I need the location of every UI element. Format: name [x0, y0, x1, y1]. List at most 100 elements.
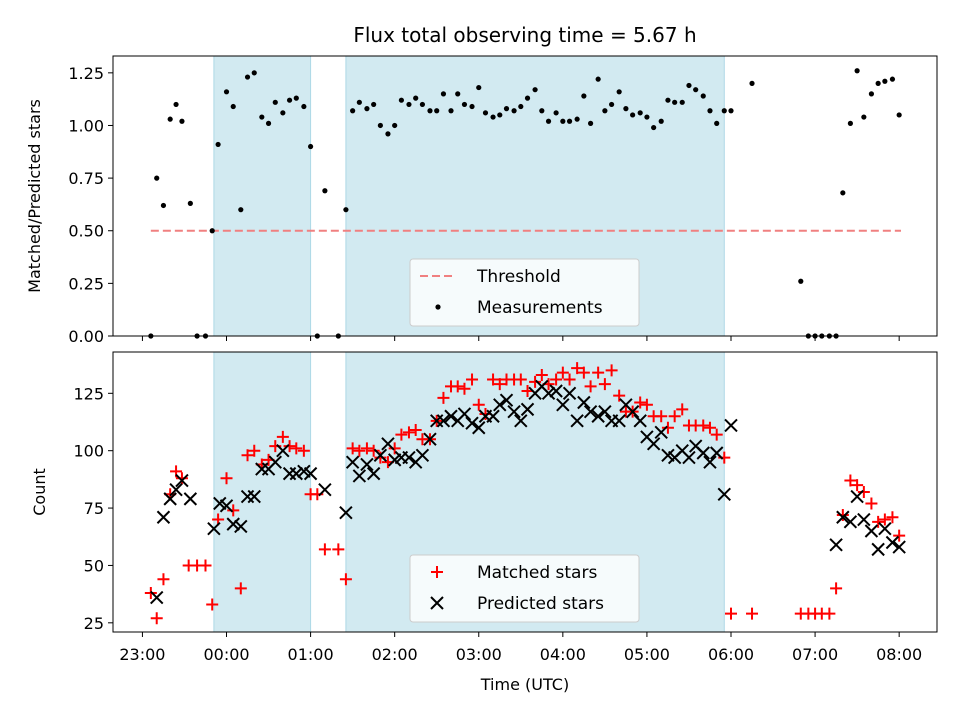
predicted-star-point	[360, 457, 374, 472]
measurement-point	[154, 175, 160, 181]
measurement-point	[616, 89, 622, 95]
predicted-star-point	[345, 455, 360, 469]
matched-star-point	[584, 380, 597, 393]
predicted-star-point	[444, 409, 458, 423]
predicted-star-point	[457, 407, 472, 421]
predicted-star-point	[646, 437, 661, 451]
measurement-point	[179, 118, 185, 124]
predicted-star-point	[878, 522, 892, 536]
matched-star-point	[388, 442, 401, 455]
predicted-star-point	[633, 414, 647, 428]
matched-star-point	[668, 410, 681, 423]
bottom-y-tick-label: 75	[84, 499, 104, 518]
matched-star-point	[175, 472, 188, 485]
predicted-star-point	[247, 489, 261, 504]
predicted-star-point	[682, 450, 696, 465]
predicted-star-point	[612, 414, 626, 428]
matched-star-point	[276, 430, 289, 443]
predicted-star-point	[226, 517, 240, 531]
matched-star-point	[535, 368, 548, 381]
measurement-point	[160, 202, 167, 209]
predicted-star-point	[541, 386, 556, 401]
x-tick-label: 05:00	[624, 645, 670, 664]
top-x-ticks	[141, 336, 900, 341]
measurement-point	[286, 97, 293, 103]
measurement-point	[700, 93, 706, 99]
matched-star-point	[487, 373, 500, 386]
x-tick-label: 23:00	[119, 645, 165, 664]
measurement-point	[398, 97, 404, 103]
bottom-y-tick-label: 50	[84, 556, 104, 575]
top-axes-frame	[112, 55, 938, 337]
predicted-star-point	[339, 505, 353, 520]
predicted-star-point	[507, 404, 521, 419]
predicted-star-point	[562, 386, 577, 401]
measurement-point	[595, 76, 601, 82]
measurement-point	[251, 70, 257, 76]
measurement-point	[524, 95, 531, 101]
predicted-legend-label: Predicted stars	[477, 594, 604, 614]
measurement-point	[497, 112, 503, 118]
bottom-y-axis-label: Count	[30, 468, 49, 516]
predicted-star-point	[234, 519, 248, 534]
measurement-point	[896, 112, 902, 118]
measurement-point	[882, 78, 888, 84]
measurement-point	[503, 106, 510, 112]
predicted-star-point	[486, 409, 500, 423]
matched-star-point	[613, 389, 626, 402]
matched-star-point	[836, 508, 849, 521]
predicted-star-point	[549, 384, 563, 398]
predicted-star-point	[871, 542, 885, 557]
predicted-star-point	[493, 398, 507, 412]
measurements-legend-swatch	[435, 304, 441, 310]
measurement-point	[868, 91, 875, 97]
measurement-point	[539, 108, 545, 114]
matched-stars-series	[144, 362, 906, 625]
measurement-point	[434, 108, 440, 114]
measurement-point	[419, 101, 426, 108]
predicted-star-point	[583, 404, 598, 419]
predicted-star-point	[885, 535, 900, 550]
matched-star-point	[283, 440, 296, 453]
predicted-star-point	[436, 414, 451, 428]
bottom-x-axis: 23:00 00:00 01:00 02:00 03:00 04:00 05:00 06:00…	[119, 632, 922, 664]
x-tick-label: 04:00	[540, 645, 586, 664]
matched-star-point	[493, 378, 506, 391]
bottom-panel: 25 50 75 100 125 23:00 00:00 01:00 02:00 03:00 04…	[30, 351, 938, 694]
matched-star-point	[437, 391, 450, 404]
measurement-point	[798, 278, 804, 284]
matched-star-point	[297, 444, 310, 457]
measurement-point	[847, 120, 853, 126]
measurement-point	[728, 108, 734, 114]
measurement-point	[307, 143, 314, 150]
predicted-star-point	[703, 455, 717, 469]
measurement-point	[581, 93, 587, 99]
bottom-y-tick-label: 100	[73, 442, 104, 461]
predicted-star-point	[591, 409, 605, 423]
matched-star-point	[703, 421, 716, 434]
measurement-point	[469, 103, 475, 110]
matched-star-point	[472, 398, 485, 411]
predicted-star-point	[352, 469, 367, 483]
measurement-point	[356, 99, 362, 105]
matched-star-point	[360, 442, 373, 455]
measurement-point	[364, 106, 370, 112]
top-y-tick-label: 1.00	[68, 116, 104, 135]
predicted-star-point	[892, 540, 906, 554]
predicted-star-point	[183, 492, 198, 506]
matched-star-point	[451, 380, 464, 393]
matched-legend-label: Matched stars	[477, 563, 597, 583]
measurement-point	[440, 91, 447, 97]
measurement-point	[889, 76, 896, 82]
matched-star-point	[865, 497, 878, 510]
measurement-point	[301, 103, 307, 110]
matched-star-point	[290, 442, 303, 455]
measurement-point	[427, 108, 433, 114]
measurement-point	[707, 108, 713, 114]
matched-star-point	[374, 451, 387, 464]
measurement-point	[223, 89, 230, 95]
threshold-legend-label: Threshold	[476, 267, 561, 287]
measurement-point	[609, 101, 615, 108]
predicted-star-point	[289, 466, 304, 481]
x-tick-label: 03:00	[456, 645, 502, 664]
